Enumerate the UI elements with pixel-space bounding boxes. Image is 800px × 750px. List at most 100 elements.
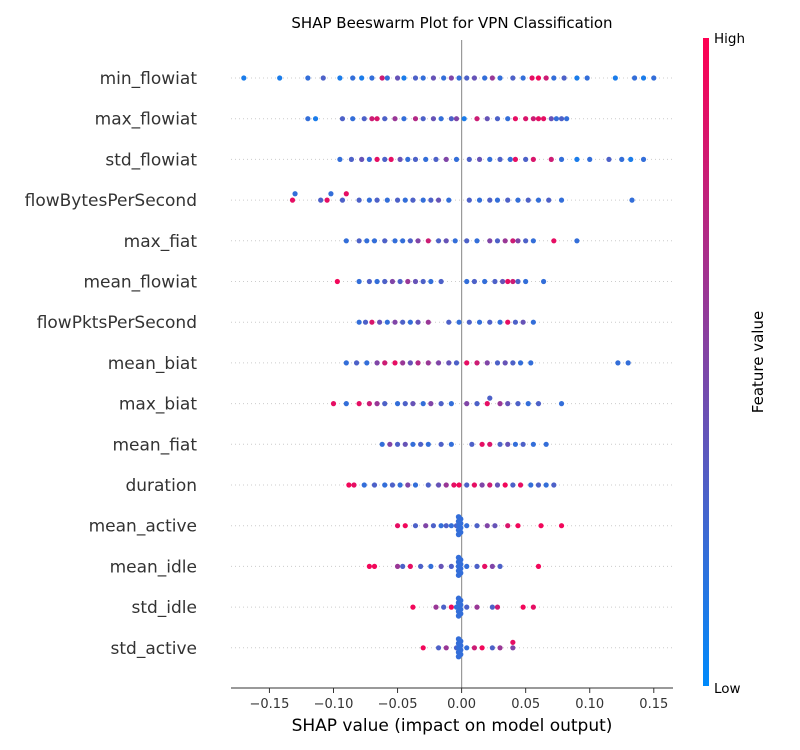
shap-point-min_flowiat xyxy=(529,75,535,81)
shap-point-max_flowiat xyxy=(535,116,542,122)
shap-point-min_flowiat xyxy=(584,75,590,81)
shap-point-flowBytesPerSecond xyxy=(487,197,493,203)
shap-point-std_flowiat xyxy=(574,156,580,162)
shap-point-max_biat xyxy=(474,401,480,407)
shap-point-flowBytesPerSecond xyxy=(366,197,372,203)
shap-point-min_flowiat xyxy=(456,75,462,81)
shap-point-max_flowiat xyxy=(541,116,547,122)
shap-point-dense-mean_idle xyxy=(455,572,462,578)
shap-point-mean_fiat xyxy=(469,441,475,447)
shap-point-std_flowiat xyxy=(558,156,565,162)
shap-point-mean_active xyxy=(484,523,490,529)
shap-point-max_fiat xyxy=(382,238,388,244)
shap-point-mean_biat xyxy=(364,360,370,366)
shap-point-flowBytesPerSecond xyxy=(356,197,362,203)
feature-label-mean_flowiat: mean_flowiat xyxy=(83,273,197,293)
shap-point-min_flowiat xyxy=(401,75,407,81)
shap-point-mean_biat xyxy=(474,360,480,366)
shap-point-mean_active xyxy=(515,523,521,529)
shap-point-max_biat xyxy=(356,401,362,407)
shap-point-std_idle xyxy=(530,604,536,610)
shap-point-max_biat xyxy=(374,401,380,407)
shap-point-max_flowiat xyxy=(505,116,511,122)
shap-point-duration xyxy=(451,482,457,488)
shap-point-min_flowiat xyxy=(369,75,375,81)
shap-point-duration xyxy=(510,482,516,488)
shap-point-duration xyxy=(535,482,542,488)
shap-point-flowBytesPerSecond xyxy=(446,197,452,203)
shap-point-mean_idle xyxy=(394,563,401,570)
shap-point-mean_fiat xyxy=(487,441,493,447)
shap-point-std_flowiat xyxy=(397,156,403,162)
shap-point-std_idle xyxy=(489,604,495,610)
shap-point-mean_biat xyxy=(510,360,516,366)
shap-point-std_flowiat xyxy=(405,156,411,162)
shap-point-mean_biat xyxy=(400,360,406,366)
shap-point-dense-std_active xyxy=(455,653,462,660)
shap-point-max_fiat xyxy=(407,238,413,244)
shap-point-max_fiat xyxy=(523,238,529,244)
shap-point-mean_flowiat xyxy=(471,278,478,285)
shap-point-max_flowiat xyxy=(453,116,460,122)
shap-point-max_fiat xyxy=(443,238,449,244)
shap-point-duration xyxy=(382,482,388,488)
shap-point-mean_active xyxy=(402,523,408,529)
shap-point-max_biat xyxy=(438,401,444,407)
shap-point-mean_biat xyxy=(425,360,431,366)
shap-point-flowBytesPerSecond xyxy=(494,197,501,203)
shap-point-min_flowiat xyxy=(543,75,549,81)
shap-point-flowPktsPerSecond xyxy=(466,319,472,325)
shap-point-max_flowiat xyxy=(382,116,388,122)
shap-point-std_flowiat xyxy=(433,156,439,162)
points-layer xyxy=(241,75,657,660)
shap-point-mean_flowiat xyxy=(515,278,521,285)
shap-point-mean_biat xyxy=(615,360,621,366)
shap-point-mean_idle xyxy=(497,563,503,570)
shap-point-std_idle xyxy=(474,604,480,610)
x-tick-label: 0.15 xyxy=(639,697,668,712)
x-tick-label: −0.10 xyxy=(314,697,354,712)
shap-point-max_biat xyxy=(505,401,511,407)
shap-point-std_flowiat xyxy=(628,156,634,162)
shap-point-max_flowiat xyxy=(369,116,375,122)
shap-point-mean_fiat xyxy=(394,441,401,447)
shap-point-mean_flowiat xyxy=(412,278,419,285)
shap-point-duration xyxy=(371,482,378,488)
shap-point-flowPktsPerSecond xyxy=(505,319,511,325)
shap-point-flowPktsPerSecond xyxy=(415,319,421,325)
shap-point-max_flowiat xyxy=(553,116,560,122)
shap-point-std_active xyxy=(510,639,516,645)
shap-point-mean_flowiat xyxy=(374,278,380,285)
shap-point-mean_biat xyxy=(374,360,380,366)
shap-point-max_biat xyxy=(366,401,372,407)
chart-title: SHAP Beeswarm Plot for VPN Classificatio… xyxy=(291,14,612,32)
shap-point-mean_flowiat xyxy=(356,278,362,285)
feature-label-std_idle: std_idle xyxy=(131,598,197,618)
shap-point-flowBytesPerSecond xyxy=(328,191,334,197)
shap-point-mean_idle xyxy=(400,563,406,570)
x-axis-label: SHAP value (impact on model output) xyxy=(292,716,613,736)
shap-point-max_fiat xyxy=(502,238,508,244)
shap-point-duration xyxy=(351,482,357,488)
shap-point-mean_flowiat xyxy=(492,278,498,285)
shap-point-duration xyxy=(346,482,352,488)
shap-point-flowBytesPerSecond xyxy=(505,197,511,203)
shap-point-flowBytesPerSecond xyxy=(289,197,296,203)
shap-point-mean_idle xyxy=(371,563,378,570)
shap-point-flowBytesPerSecond xyxy=(339,197,346,203)
shap-point-std_idle xyxy=(441,604,447,610)
shap-point-duration xyxy=(551,482,557,488)
shap-point-flowPktsPerSecond xyxy=(497,319,503,325)
shap-point-min_flowiat xyxy=(320,75,326,81)
shap-point-std_flowiat xyxy=(466,156,472,162)
shap-point-max_flowiat xyxy=(401,116,407,122)
shap-point-duration xyxy=(405,482,411,488)
shap-point-mean_fiat xyxy=(543,441,549,447)
shap-point-mean_biat xyxy=(517,360,524,366)
shap-point-mean_idle xyxy=(489,563,495,570)
shap-point-max_flowiat xyxy=(438,116,444,122)
shap-point-mean_idle xyxy=(535,563,542,570)
shap-point-mean_fiat xyxy=(425,441,431,447)
shap-point-mean_flowiat xyxy=(541,278,547,285)
shap-point-max_flowiat xyxy=(530,116,536,122)
